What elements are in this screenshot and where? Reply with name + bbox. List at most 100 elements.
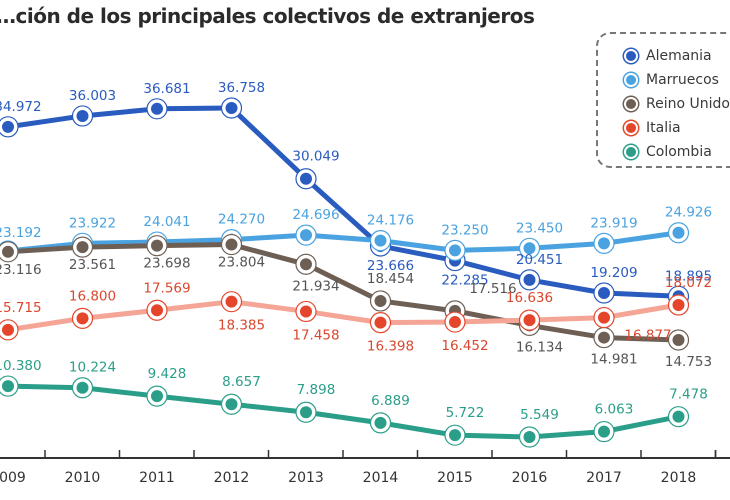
data-label-reino-unido: 14.753 <box>665 354 712 370</box>
legend-item-marruecos: Marruecos <box>624 70 719 90</box>
legend-swatch-italia <box>624 121 638 135</box>
data-label-marruecos: 24.041 <box>143 214 190 230</box>
data-point-colombia <box>2 380 14 393</box>
data-label-italia: 16.452 <box>441 338 488 354</box>
data-label-alemania: 30.049 <box>292 149 339 165</box>
data-label-colombia: 5.722 <box>446 405 485 421</box>
x-tick-label: 2013 <box>288 470 324 486</box>
x-tick-label: 2016 <box>512 470 548 486</box>
legend-item-italia: Italia <box>624 118 681 138</box>
data-label-reino-unido: 23.116 <box>0 262 42 278</box>
data-label-marruecos: 23.250 <box>441 222 488 238</box>
legend-label: Alemania <box>646 48 712 64</box>
series-line-marruecos <box>5 230 681 254</box>
data-point-alemania <box>151 102 163 115</box>
data-label-colombia: 6.063 <box>595 402 634 418</box>
data-label-reino-unido: 23.698 <box>143 256 190 272</box>
data-label-reino-unido: 23.561 <box>69 257 116 273</box>
data-point-italia <box>300 305 312 318</box>
data-point-reino-unido <box>151 239 163 252</box>
data-label-reino-unido: 17.516 <box>469 281 516 297</box>
data-label-alemania: 19.209 <box>590 265 637 281</box>
legend-swatch-marruecos <box>624 73 638 87</box>
data-label-marruecos: 24.926 <box>665 205 712 221</box>
data-point-italia <box>374 316 387 329</box>
x-tick-label: 2012 <box>214 470 250 486</box>
x-tick-label: 2018 <box>661 470 697 486</box>
data-point-alemania <box>225 102 238 114</box>
data-label-alemania: 36.681 <box>143 81 190 97</box>
data-label-reino-unido: 18.454 <box>367 271 414 287</box>
x-axis: 2009 2010 2011 2012 2013 2014 2015 2016 2017 2018 <box>0 450 730 486</box>
data-label-marruecos: 23.922 <box>69 215 116 231</box>
data-point-colombia <box>523 431 536 443</box>
data-label-colombia: 5.549 <box>520 407 559 423</box>
data-label-italia: 17.569 <box>143 280 190 296</box>
data-point-alemania <box>76 109 89 122</box>
data-label-marruecos: 24.176 <box>367 213 414 229</box>
x-tick-label: 2009 <box>0 470 26 486</box>
legend-item-reino-unido: Reino Unido <box>624 94 730 114</box>
x-tick-label: 2015 <box>437 470 473 486</box>
series-line-reino-unido <box>5 242 681 343</box>
series-line-alemania <box>5 105 681 299</box>
legend-label: Reino Unido <box>646 96 730 112</box>
data-label-italia: 16.636 <box>506 290 553 306</box>
data-label-marruecos: 24.270 <box>218 212 265 228</box>
data-point-marruecos <box>598 237 610 250</box>
data-label-italia: 16.398 <box>367 339 414 355</box>
data-point-reino-unido <box>300 258 312 271</box>
data-point-marruecos <box>523 242 536 255</box>
data-label-alemania: 18.895 <box>665 268 712 284</box>
data-label-italia: 16.877 <box>624 328 671 344</box>
data-point-italia <box>449 316 461 329</box>
data-point-italia <box>151 304 163 317</box>
data-point-colombia <box>672 410 685 423</box>
data-point-italia <box>672 298 685 311</box>
data-point-alemania <box>523 273 536 286</box>
data-point-marruecos <box>672 226 685 239</box>
data-point-alemania <box>2 120 14 133</box>
legend-swatch-reino-unido <box>624 97 638 111</box>
x-tick-label: 2011 <box>139 470 175 486</box>
data-label-marruecos: 23.450 <box>516 220 563 236</box>
data-label-alemania: 36.758 <box>218 80 265 96</box>
series-line-italia <box>5 299 681 333</box>
data-point-italia <box>2 323 14 336</box>
legend: Alemania Marruecos Reino Unido Italia Co… <box>596 32 730 168</box>
data-point-italia <box>523 314 536 327</box>
data-label-reino-unido: 23.804 <box>218 255 265 271</box>
data-point-colombia <box>151 390 163 403</box>
data-label-italia: 17.458 <box>292 327 339 343</box>
data-label-marruecos: 24.696 <box>292 207 339 223</box>
chart-title: …ción de los principales colectivos de e… <box>0 4 535 28</box>
data-label-alemania: 36.003 <box>69 88 116 104</box>
data-label-colombia: 7.478 <box>669 387 708 403</box>
data-point-marruecos <box>449 244 461 257</box>
data-point-colombia <box>300 406 312 419</box>
data-label-colombia: 10.380 <box>0 358 42 374</box>
data-label-colombia: 7.898 <box>297 382 336 398</box>
legend-swatch-alemania <box>624 49 638 63</box>
data-point-marruecos <box>300 229 312 242</box>
data-point-colombia <box>598 425 610 438</box>
legend-swatch-colombia <box>624 145 638 159</box>
data-label-italia: 18.072 <box>665 275 712 291</box>
data-point-reino-unido <box>672 333 685 346</box>
series-lines <box>5 105 681 440</box>
legend-item-alemania: Alemania <box>624 46 712 66</box>
data-point-reino-unido <box>374 294 387 307</box>
data-point-italia <box>225 295 238 308</box>
data-point-reino-unido <box>76 241 89 254</box>
data-label-marruecos: 23.192 <box>0 225 42 241</box>
data-label-alemania: 20.451 <box>516 252 563 268</box>
data-point-reino-unido <box>598 331 610 344</box>
legend-label: Marruecos <box>646 72 719 88</box>
data-point-alemania <box>300 172 312 185</box>
data-point-colombia <box>225 398 238 411</box>
data-label-alemania: 34.972 <box>0 99 42 115</box>
data-label-alemania: 22.285 <box>441 273 488 289</box>
series-line-colombia <box>5 383 681 440</box>
data-label-alemania: 23.666 <box>367 258 414 274</box>
